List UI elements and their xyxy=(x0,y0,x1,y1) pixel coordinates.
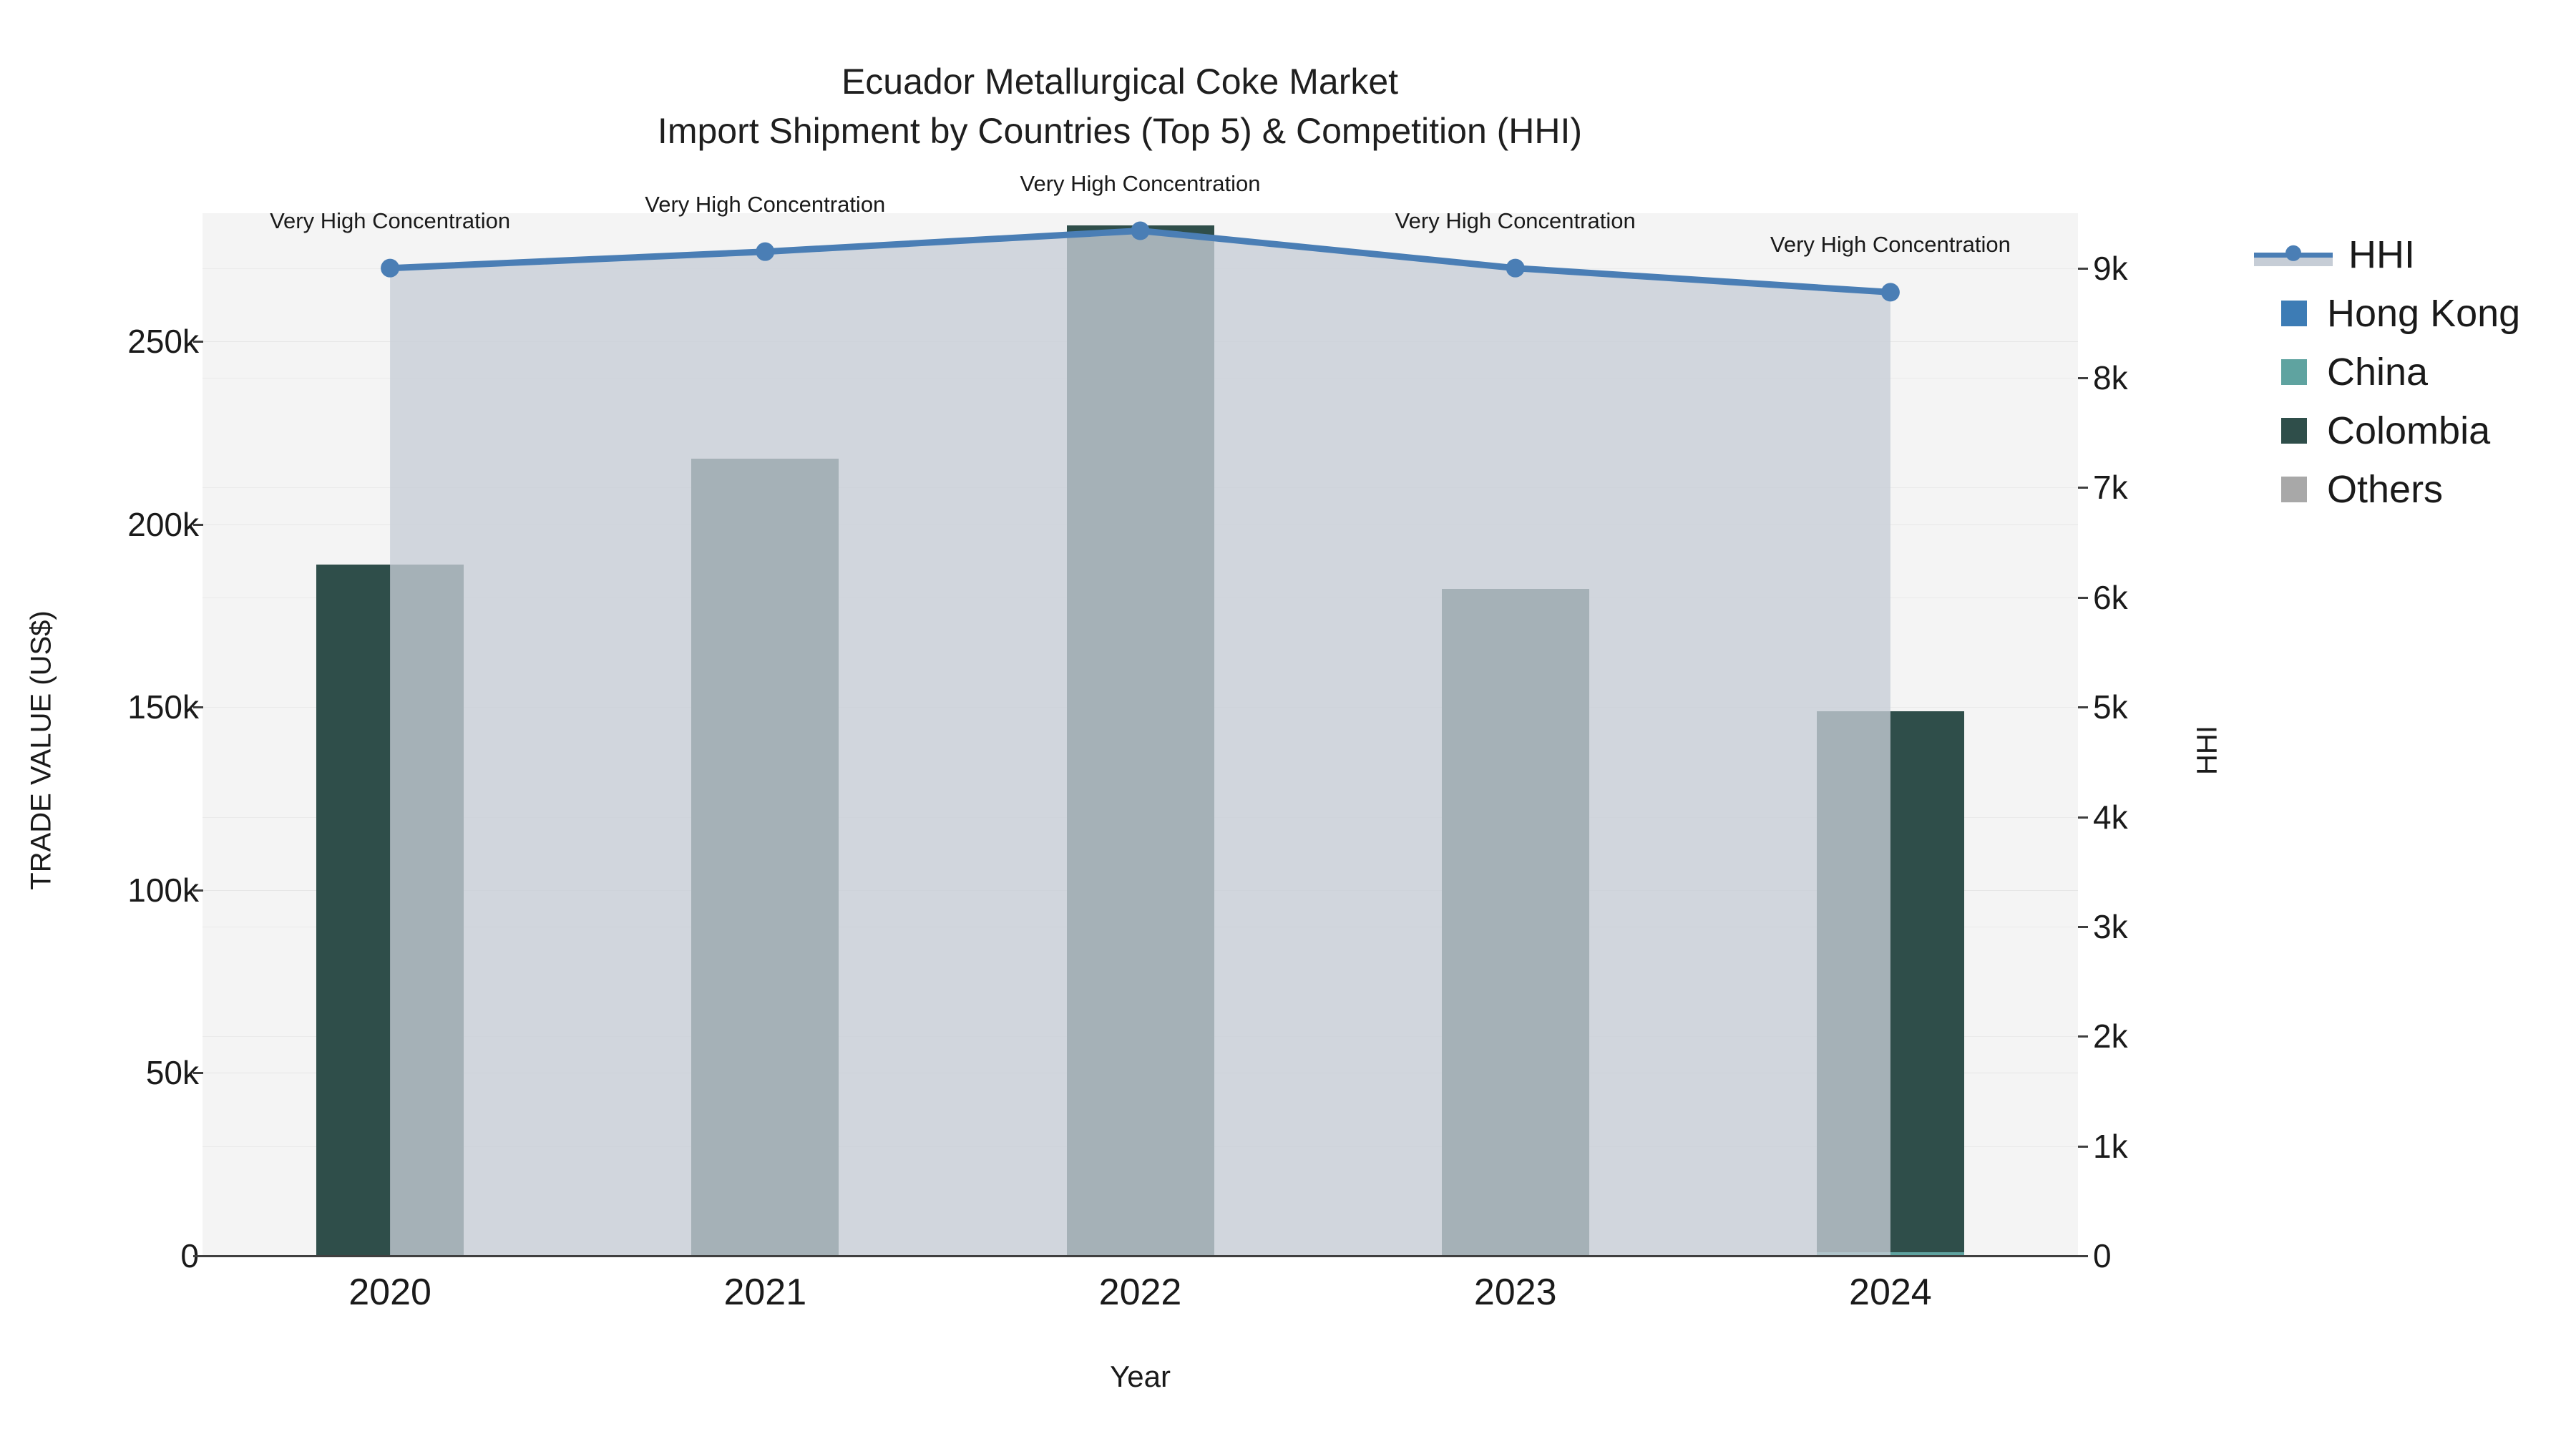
plot-area xyxy=(203,213,2078,1257)
y-tick-left-200k: 200k xyxy=(127,505,199,543)
legend-swatch-icon xyxy=(2281,418,2307,444)
y-tickmark-left xyxy=(193,523,203,526)
hhi-marker-2022[interactable] xyxy=(1131,221,1150,240)
x-tick-2020: 2020 xyxy=(348,1272,431,1313)
legend-item-china[interactable]: China xyxy=(2254,351,2520,394)
legend-swatch-icon xyxy=(2281,301,2307,326)
hhi-marker-2021[interactable] xyxy=(756,242,775,261)
y-tickmark-right xyxy=(2078,487,2088,489)
x-tick-2024: 2024 xyxy=(1849,1272,1932,1313)
hhi-line-series xyxy=(381,221,1900,1256)
legend-swatch-icon xyxy=(2281,477,2307,502)
legend-item-others[interactable]: Others xyxy=(2254,468,2520,511)
y-tickmark-right xyxy=(2078,1255,2088,1257)
y-tickmark-right xyxy=(2078,1145,2088,1148)
hhi-markers xyxy=(381,221,1900,302)
x-axis-line xyxy=(203,1255,2078,1257)
legend-label: China xyxy=(2327,351,2429,394)
annotation-2022: Very High Concentration xyxy=(1020,170,1261,196)
hhi-marker-2024[interactable] xyxy=(1880,283,1900,302)
chart-title-line-1: Ecuador Metallurgical Coke Market xyxy=(841,62,1399,102)
x-tick-2023: 2023 xyxy=(1473,1272,1557,1313)
y-tickmark-left xyxy=(193,1072,203,1075)
legend-line-marker-icon xyxy=(2285,245,2301,261)
y-axis-right-label: HHI xyxy=(2191,726,2223,775)
y-tickmark-left xyxy=(193,889,203,892)
legend-label: Colombia xyxy=(2327,409,2491,452)
legend-item-colombia[interactable]: Colombia xyxy=(2254,409,2520,452)
legend-item-hhi[interactable]: HHI xyxy=(2254,233,2520,276)
y-tickmark-left xyxy=(193,1255,203,1257)
chart-title-line-2: Import Shipment by Countries (Top 5) & C… xyxy=(657,111,1583,151)
annotation-2024: Very High Concentration xyxy=(1770,232,2011,258)
annotation-2020: Very High Concentration xyxy=(270,208,511,233)
y-tickmark-right xyxy=(2078,267,2088,270)
y-tick-left-50k: 50k xyxy=(145,1054,199,1092)
annotation-2023: Very High Concentration xyxy=(1395,208,1636,233)
chart-title: Ecuador Metallurgical Coke Market Import… xyxy=(0,57,2240,156)
y-tick-left-150k: 150k xyxy=(127,688,199,726)
y-tick-right-0: 0 xyxy=(2093,1237,2112,1274)
legend-label: Others xyxy=(2327,468,2444,511)
y-tickmark-right xyxy=(2078,816,2088,819)
y-tick-right-1k: 1k xyxy=(2093,1127,2128,1165)
x-axis-label: Year xyxy=(1110,1360,1171,1393)
y-tick-right-9k: 9k xyxy=(2093,249,2128,287)
hhi-marker-2020[interactable] xyxy=(381,258,400,278)
chart-legend: HHI Hong Kong China Colombia Others xyxy=(2254,233,2520,511)
y-tickmark-left xyxy=(193,706,203,709)
x-tick-2022: 2022 xyxy=(1098,1272,1182,1313)
y-tick-left-100k: 100k xyxy=(127,871,199,909)
y-tick-right-5k: 5k xyxy=(2093,688,2128,726)
annotation-2021: Very High Concentration xyxy=(645,191,886,217)
y-tickmark-left xyxy=(193,340,203,343)
y-tickmark-right xyxy=(2078,925,2088,928)
y-tick-left-250k: 250k xyxy=(127,322,199,360)
legend-swatch-icon xyxy=(2281,359,2307,385)
legend-line-icon xyxy=(2254,242,2333,268)
y-tickmark-right xyxy=(2078,377,2088,380)
y-tickmark-right xyxy=(2078,1035,2088,1038)
x-tick-2021: 2021 xyxy=(723,1272,807,1313)
y-tick-right-4k: 4k xyxy=(2093,798,2128,836)
y-tickmark-right xyxy=(2078,596,2088,599)
legend-label: HHI xyxy=(2348,233,2415,276)
legend-item-hong-kong[interactable]: Hong Kong xyxy=(2254,292,2520,335)
y-tick-right-3k: 3k xyxy=(2093,907,2128,945)
y-tick-right-2k: 2k xyxy=(2093,1018,2128,1055)
y-tickmark-right xyxy=(2078,706,2088,709)
y-tick-right-6k: 6k xyxy=(2093,578,2128,616)
y-tick-right-7k: 7k xyxy=(2093,469,2128,507)
y-axis-left-label: TRADE VALUE (US$) xyxy=(25,610,57,890)
hhi-marker-2023[interactable] xyxy=(1506,258,1525,278)
hhi-area-fill xyxy=(390,230,1890,1256)
y-tick-right-8k: 8k xyxy=(2093,359,2128,397)
legend-label: Hong Kong xyxy=(2327,292,2521,335)
